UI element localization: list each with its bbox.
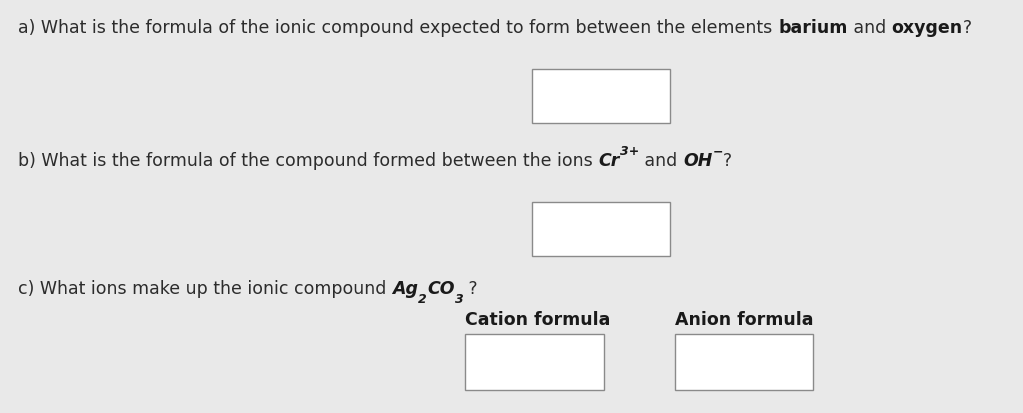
FancyBboxPatch shape [532, 202, 670, 256]
Text: −: − [712, 145, 723, 158]
Text: ?: ? [463, 279, 478, 297]
Text: Cr: Cr [598, 151, 620, 169]
Text: barium: barium [779, 19, 847, 37]
Text: Ag: Ag [392, 279, 418, 297]
Text: 3: 3 [454, 292, 463, 305]
FancyBboxPatch shape [675, 335, 813, 390]
Text: b) What is the formula of the compound formed between the ions: b) What is the formula of the compound f… [18, 151, 598, 169]
Text: 2: 2 [418, 292, 427, 305]
Text: ?: ? [723, 151, 731, 169]
Text: and: and [847, 19, 891, 37]
Text: Anion formula: Anion formula [675, 310, 813, 328]
Text: 3+: 3+ [620, 145, 639, 158]
Text: Cation formula: Cation formula [465, 310, 611, 328]
Text: oxygen: oxygen [891, 19, 963, 37]
Text: OH: OH [683, 151, 712, 169]
Text: c) What ions make up the ionic compound: c) What ions make up the ionic compound [18, 279, 392, 297]
Text: CO: CO [427, 279, 454, 297]
FancyBboxPatch shape [532, 70, 670, 124]
Text: and: and [639, 151, 683, 169]
Text: ?: ? [963, 19, 972, 37]
FancyBboxPatch shape [465, 335, 604, 390]
Text: a) What is the formula of the ionic compound expected to form between the elemen: a) What is the formula of the ionic comp… [18, 19, 779, 37]
